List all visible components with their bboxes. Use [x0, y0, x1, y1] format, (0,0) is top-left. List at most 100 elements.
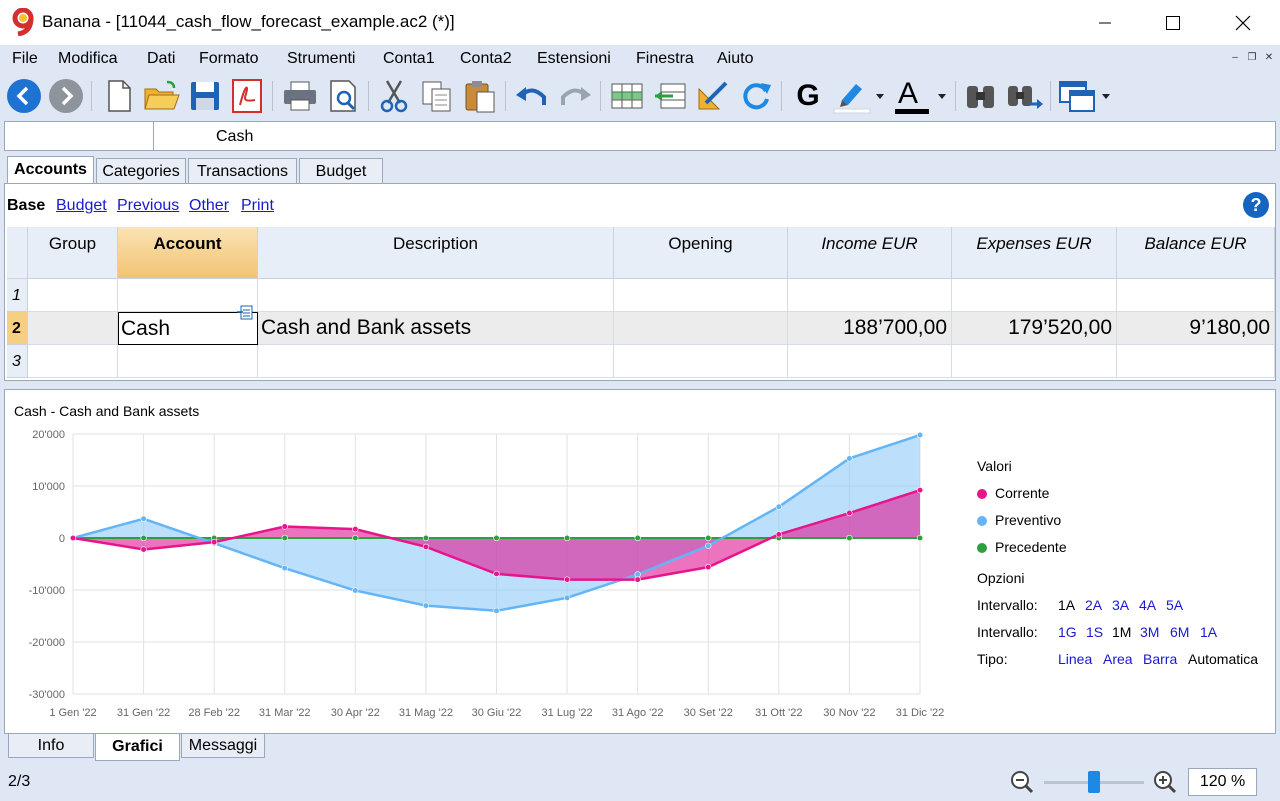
- font-color-button[interactable]: A: [892, 77, 950, 115]
- cut-button[interactable]: [375, 77, 413, 115]
- highlight-color-button[interactable]: [832, 77, 886, 115]
- save-button[interactable]: [186, 77, 224, 115]
- forward-button[interactable]: [47, 77, 85, 115]
- move-rows-button[interactable]: [651, 77, 689, 115]
- tab-grafici[interactable]: Grafici: [95, 734, 180, 761]
- cell-balance[interactable]: 9’180,00: [1117, 312, 1275, 345]
- help-icon[interactable]: ?: [1243, 192, 1269, 218]
- menu-aiuto[interactable]: Aiuto: [717, 50, 754, 67]
- mdi-restore-icon[interactable]: ❐: [1247, 52, 1257, 63]
- interval-option-1s[interactable]: 1S: [1086, 624, 1104, 640]
- row-number[interactable]: 3: [7, 345, 28, 378]
- row-number-selected[interactable]: 2: [7, 312, 28, 345]
- view-link-previous[interactable]: Previous: [117, 197, 180, 214]
- legend-precedente[interactable]: Precedente: [995, 539, 1067, 555]
- interval-option-1a-b[interactable]: 1A: [1200, 624, 1218, 640]
- cell-description[interactable]: [258, 345, 614, 378]
- bold-button[interactable]: G: [789, 77, 827, 115]
- type-option-area[interactable]: Area: [1103, 651, 1133, 667]
- view-base[interactable]: Base: [7, 197, 46, 214]
- tab-categories[interactable]: Categories: [96, 158, 186, 184]
- menu-conta2[interactable]: Conta2: [460, 50, 512, 67]
- cell-income[interactable]: [788, 345, 952, 378]
- view-link-print[interactable]: Print: [241, 197, 274, 214]
- tab-accounts[interactable]: Accounts: [7, 156, 94, 183]
- cell-balance[interactable]: [1117, 279, 1275, 312]
- account-list-icon[interactable]: [237, 305, 253, 321]
- find-next-button[interactable]: [1005, 77, 1043, 115]
- tab-messaggi[interactable]: Messaggi: [181, 734, 265, 758]
- col-header-group[interactable]: Group: [28, 227, 118, 279]
- cell-description[interactable]: Cash and Bank assets: [258, 312, 614, 345]
- cell-reference-field[interactable]: [5, 122, 154, 150]
- undo-button[interactable]: [513, 77, 551, 115]
- close-button[interactable]: [1220, 0, 1266, 45]
- col-header-account[interactable]: Account: [118, 227, 258, 279]
- cell-account[interactable]: [118, 345, 258, 378]
- cell-opening[interactable]: [614, 345, 788, 378]
- open-folder-button[interactable]: [143, 77, 181, 115]
- cell-account-active[interactable]: Cash: [118, 305, 258, 345]
- interval-option-1m[interactable]: 1M: [1112, 624, 1132, 640]
- menu-formato[interactable]: Formato: [199, 50, 259, 67]
- interval-option-1g[interactable]: 1G: [1058, 624, 1077, 640]
- interval-option-6m[interactable]: 6M: [1170, 624, 1190, 640]
- legend-corrente[interactable]: Corrente: [995, 485, 1050, 501]
- insert-rows-button[interactable]: [608, 77, 646, 115]
- legend-preventivo[interactable]: Preventivo: [995, 512, 1062, 528]
- type-option-linea[interactable]: Linea: [1058, 651, 1093, 667]
- menu-strumenti[interactable]: Strumenti: [287, 50, 356, 67]
- col-header-description[interactable]: Description: [258, 227, 614, 279]
- col-header-balance[interactable]: Balance EUR: [1117, 227, 1275, 279]
- cell-description[interactable]: [258, 279, 614, 312]
- row-number[interactable]: 1: [7, 279, 28, 312]
- back-button[interactable]: [5, 77, 43, 115]
- redo-button[interactable]: [556, 77, 594, 115]
- pdf-button[interactable]: [228, 77, 266, 115]
- menu-modifica[interactable]: Modifica: [58, 50, 118, 67]
- interval-option-3m[interactable]: 3M: [1140, 624, 1160, 640]
- menu-file[interactable]: File: [12, 50, 38, 67]
- zoom-out-icon[interactable]: [1010, 770, 1034, 794]
- cell-group[interactable]: [28, 279, 118, 312]
- col-header-opening[interactable]: Opening: [614, 227, 788, 279]
- col-header-expenses[interactable]: Expenses EUR: [952, 227, 1117, 279]
- menu-dati[interactable]: Dati: [147, 50, 176, 67]
- copy-button[interactable]: [418, 77, 456, 115]
- maximize-button[interactable]: [1150, 0, 1196, 45]
- menu-estensioni[interactable]: Estensioni: [537, 50, 611, 67]
- cell-group[interactable]: [28, 345, 118, 378]
- interval-option-5a[interactable]: 5A: [1166, 597, 1184, 613]
- mdi-minimize-icon[interactable]: –: [1232, 52, 1238, 63]
- tab-budget[interactable]: Budget: [299, 158, 383, 184]
- print-button[interactable]: [281, 77, 319, 115]
- type-option-automatica[interactable]: Automatica: [1188, 651, 1259, 667]
- zoom-in-icon[interactable]: [1153, 770, 1177, 794]
- edit-tool-button[interactable]: [694, 77, 732, 115]
- cell-opening[interactable]: [614, 279, 788, 312]
- menu-conta1[interactable]: Conta1: [383, 50, 435, 67]
- cell-income[interactable]: [788, 279, 952, 312]
- print-preview-button[interactable]: [325, 77, 363, 115]
- find-button[interactable]: [962, 77, 1000, 115]
- cell-expenses[interactable]: 179’520,00: [952, 312, 1117, 345]
- type-option-barra[interactable]: Barra: [1143, 651, 1178, 667]
- cell-group[interactable]: [28, 312, 118, 345]
- view-link-other[interactable]: Other: [189, 197, 230, 214]
- cell-income[interactable]: 188’700,00: [788, 312, 952, 345]
- refresh-button[interactable]: [737, 77, 775, 115]
- zoom-percentage-field[interactable]: 120 %: [1188, 768, 1257, 796]
- interval-option-3a[interactable]: 3A: [1112, 597, 1130, 613]
- new-file-button[interactable]: [100, 77, 138, 115]
- tab-transactions[interactable]: Transactions: [188, 158, 297, 184]
- interval-option-1a[interactable]: 1A: [1058, 597, 1076, 613]
- window-layout-button[interactable]: [1056, 77, 1116, 115]
- cell-expenses[interactable]: [952, 345, 1117, 378]
- cell-opening[interactable]: [614, 312, 788, 345]
- cell-account[interactable]: [118, 279, 258, 312]
- interval-option-4a[interactable]: 4A: [1139, 597, 1157, 613]
- minimize-button[interactable]: [1082, 0, 1128, 45]
- col-header-income[interactable]: Income EUR: [788, 227, 952, 279]
- view-link-budget[interactable]: Budget: [56, 197, 107, 214]
- tab-info[interactable]: Info: [8, 734, 94, 758]
